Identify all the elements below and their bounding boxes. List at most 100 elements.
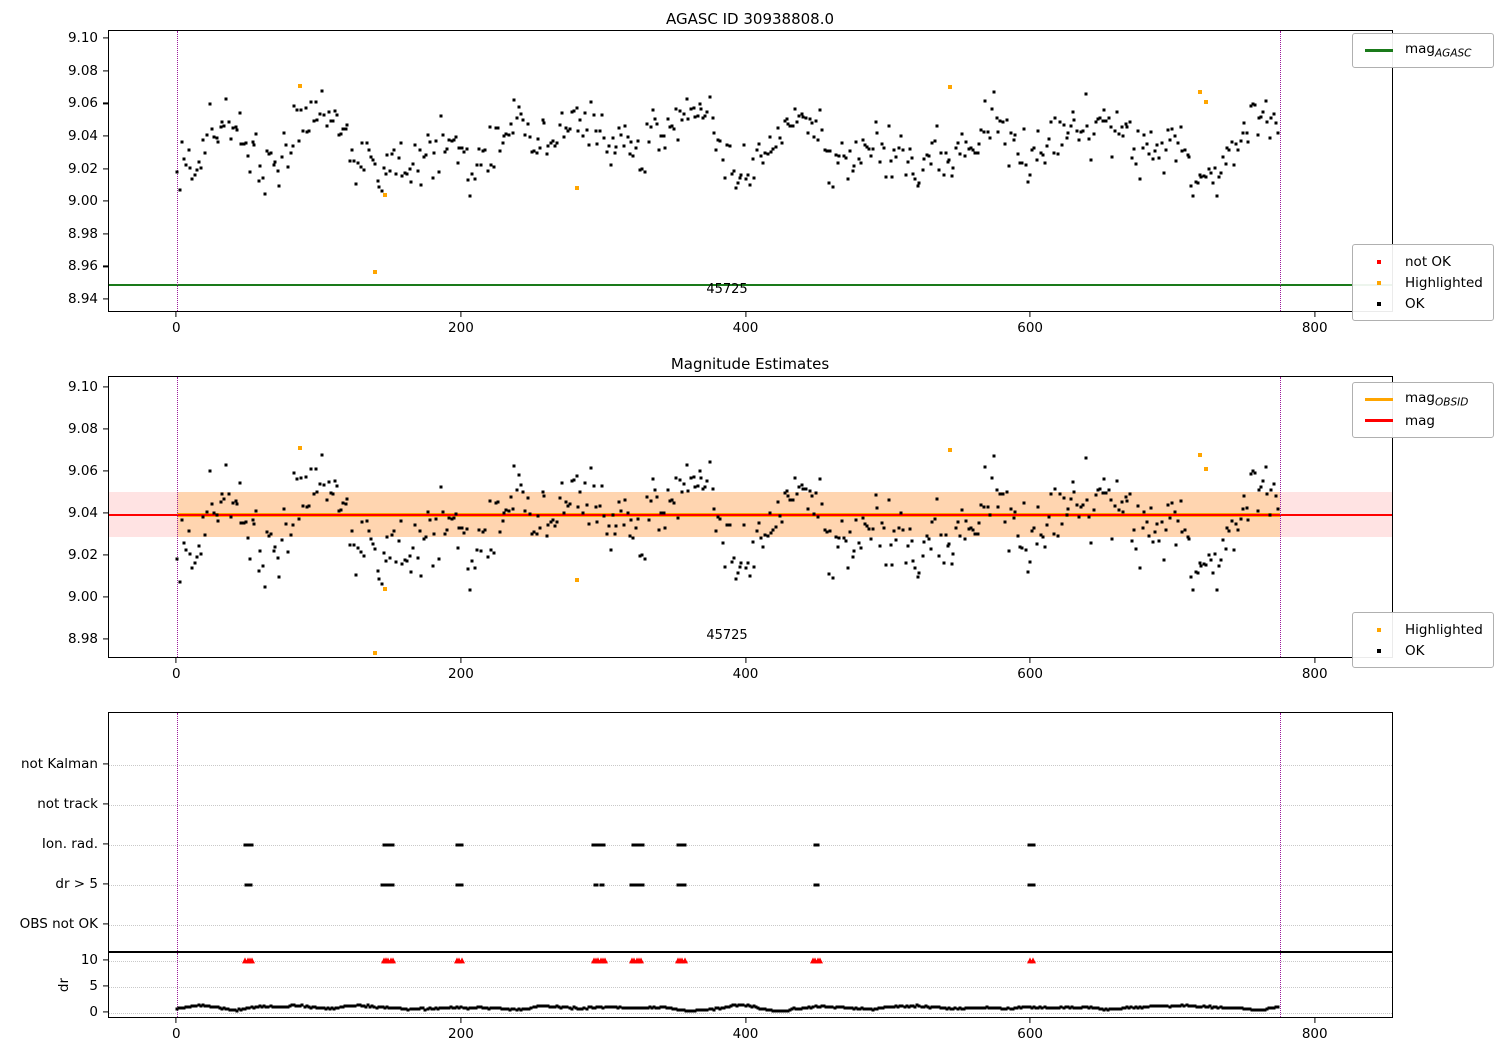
data-point-ok xyxy=(280,155,284,159)
obsid-boundary-line xyxy=(1280,377,1282,657)
dr-clipped-marker xyxy=(458,957,465,964)
dr-point xyxy=(286,1005,290,1009)
data-point-ok xyxy=(195,168,199,172)
data-point-ok xyxy=(663,146,667,150)
dr-point xyxy=(1108,1007,1112,1011)
data-point-ok xyxy=(376,179,380,183)
legend-marker xyxy=(1362,627,1396,632)
panel-2-ytick-label: 9.10 xyxy=(67,378,98,395)
data-point-ok xyxy=(619,133,623,136)
data-point-ok xyxy=(352,543,356,547)
dr-axis-label: dr xyxy=(56,977,72,993)
dr-point xyxy=(659,1005,663,1009)
data-point-ok xyxy=(655,495,659,499)
data-point-ok xyxy=(863,143,867,147)
data-point-ok xyxy=(286,550,290,554)
data-point-ok xyxy=(676,138,680,142)
dr-point xyxy=(973,1006,977,1010)
legend-row[interactable]: not OK xyxy=(1362,251,1484,272)
data-point-ok xyxy=(1174,543,1178,547)
dr-point xyxy=(368,1005,372,1009)
data-point-ok xyxy=(1138,177,1142,181)
data-point-ok xyxy=(292,471,296,475)
data-point-ok xyxy=(609,548,613,552)
dr-point xyxy=(773,1009,777,1013)
data-point-ok xyxy=(289,533,293,537)
dr-point xyxy=(992,1006,996,1010)
dr-point xyxy=(243,1007,247,1011)
dr-point xyxy=(226,1007,230,1011)
legend-row[interactable]: magAGASC xyxy=(1362,40,1484,61)
panel-1-legend-magagasc[interactable]: magAGASC xyxy=(1352,33,1494,68)
legend-row[interactable]: Highlighted xyxy=(1362,619,1484,640)
dr-point xyxy=(1125,1005,1129,1009)
panel-2-legend-point-classes[interactable]: Highlighted OK xyxy=(1352,612,1494,668)
dr-point xyxy=(671,1007,675,1011)
dr-point xyxy=(485,1006,489,1010)
data-point-ok xyxy=(354,182,358,186)
legend-row[interactable]: OK xyxy=(1362,640,1484,661)
dr-point xyxy=(1199,1005,1203,1009)
dr-point xyxy=(1240,1006,1244,1010)
data-point-ok xyxy=(1110,537,1114,541)
dr-point xyxy=(894,1004,898,1008)
data-point-ok xyxy=(450,139,454,143)
flag-marker xyxy=(601,883,605,887)
data-point-ok xyxy=(1113,504,1117,508)
data-point-ok xyxy=(566,129,570,133)
data-point-ok xyxy=(619,509,623,513)
dr-point xyxy=(871,1008,875,1012)
legend-row[interactable]: mag xyxy=(1362,410,1484,431)
data-point-ok xyxy=(1060,522,1064,526)
dr-point xyxy=(517,1007,521,1011)
data-point-ok xyxy=(1246,518,1250,522)
legend-row[interactable]: OK xyxy=(1362,293,1484,314)
dr-point xyxy=(1093,1006,1097,1010)
dr-point xyxy=(1047,1006,1051,1010)
dr-point xyxy=(523,1007,527,1011)
data-point-ok xyxy=(755,529,759,533)
panel-1-ytick-label: 9.04 xyxy=(67,127,98,144)
data-point-ok xyxy=(780,520,784,524)
data-point-ok xyxy=(820,502,824,506)
data-point-ok xyxy=(1261,110,1265,114)
panel-1-legend-point-classes[interactable]: not OK Highlighted OK xyxy=(1352,244,1494,321)
dr-point xyxy=(750,1005,754,1009)
data-point-ok xyxy=(1259,485,1263,489)
data-point-ok xyxy=(814,491,818,495)
data-point-ok xyxy=(403,558,407,562)
data-point-ok xyxy=(1087,137,1091,141)
data-point-ok xyxy=(1232,548,1236,552)
data-point-ok xyxy=(560,111,564,115)
dr-point xyxy=(544,1004,548,1008)
flag-marker xyxy=(382,883,386,887)
data-point-ok xyxy=(947,158,951,162)
data-point-ok xyxy=(1217,564,1221,568)
dr-point xyxy=(661,1005,665,1009)
data-point-ok xyxy=(496,500,500,504)
data-point-ok xyxy=(755,148,759,152)
dr-point xyxy=(559,1006,563,1010)
dr-point xyxy=(803,1006,807,1010)
panel-1-ytick-mark xyxy=(103,265,108,267)
dr-point xyxy=(508,1008,512,1012)
dr-clipped-marker xyxy=(681,957,688,964)
dr-point xyxy=(519,1008,523,1012)
flag-marker xyxy=(248,843,252,847)
data-point-ok xyxy=(1058,120,1062,124)
data-point-ok xyxy=(1084,92,1088,96)
data-point-ok xyxy=(768,135,772,139)
data-point-ok xyxy=(197,160,201,164)
panel-2-legend-reference-lines[interactable]: magOBSID mag xyxy=(1352,382,1494,438)
legend-label: magOBSID xyxy=(1405,390,1469,409)
legend-row[interactable]: Highlighted xyxy=(1362,272,1484,293)
legend-row[interactable]: magOBSID xyxy=(1362,389,1484,410)
flag-marker xyxy=(641,883,645,887)
data-point-ok xyxy=(738,176,742,180)
data-point-ok xyxy=(1049,492,1053,496)
data-point-ok xyxy=(933,139,937,143)
dr-point xyxy=(744,1004,748,1008)
panel-3-xtick-label: 400 xyxy=(732,1026,759,1042)
dr-point xyxy=(423,1008,427,1012)
data-point-ok xyxy=(939,151,943,155)
